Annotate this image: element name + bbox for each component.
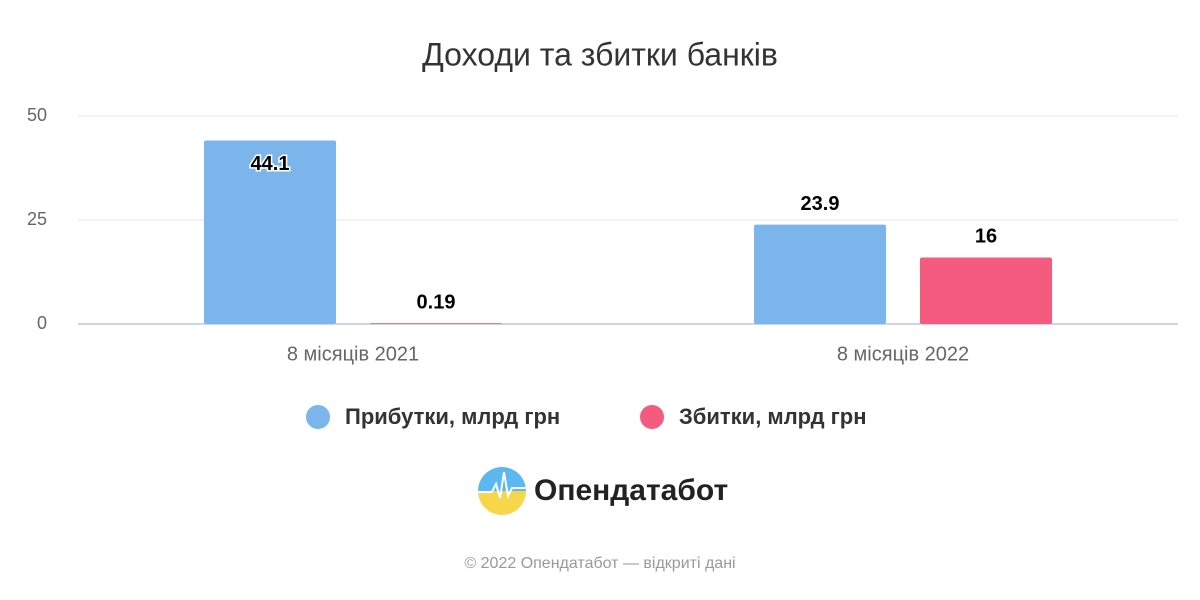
bar <box>920 257 1052 324</box>
x-tick-label: 8 місяців 2022 <box>837 343 969 365</box>
value-label: 23.9 <box>801 193 840 215</box>
value-label: 16 <box>975 226 997 248</box>
value-label: 0.19 <box>417 291 456 313</box>
legend-label: Збитки, млрд грн <box>679 404 867 429</box>
y-tick-label: 0 <box>37 313 47 333</box>
legend-marker <box>640 405 664 429</box>
bar <box>754 224 886 324</box>
y-tick-label: 25 <box>27 209 47 229</box>
bar <box>370 323 502 324</box>
logo-text: Опендатабот <box>534 474 728 507</box>
legend-label: Прибутки, млрд грн <box>345 404 560 429</box>
bar <box>204 140 336 324</box>
legend-marker <box>306 405 330 429</box>
logo-icon <box>478 467 526 515</box>
value-label: 44.1 <box>251 153 290 175</box>
x-tick-label: 8 місяців 2021 <box>287 343 419 365</box>
plot-area: 0 25 50 8 місяців 2021 44.1 0.19 8 місяців 202… <box>27 105 1178 429</box>
y-tick-label: 50 <box>27 105 47 125</box>
footer: © 2022 Опендатабот — відкриті дані <box>464 555 735 572</box>
chart-title: Доходи та збитки банків <box>422 36 778 72</box>
